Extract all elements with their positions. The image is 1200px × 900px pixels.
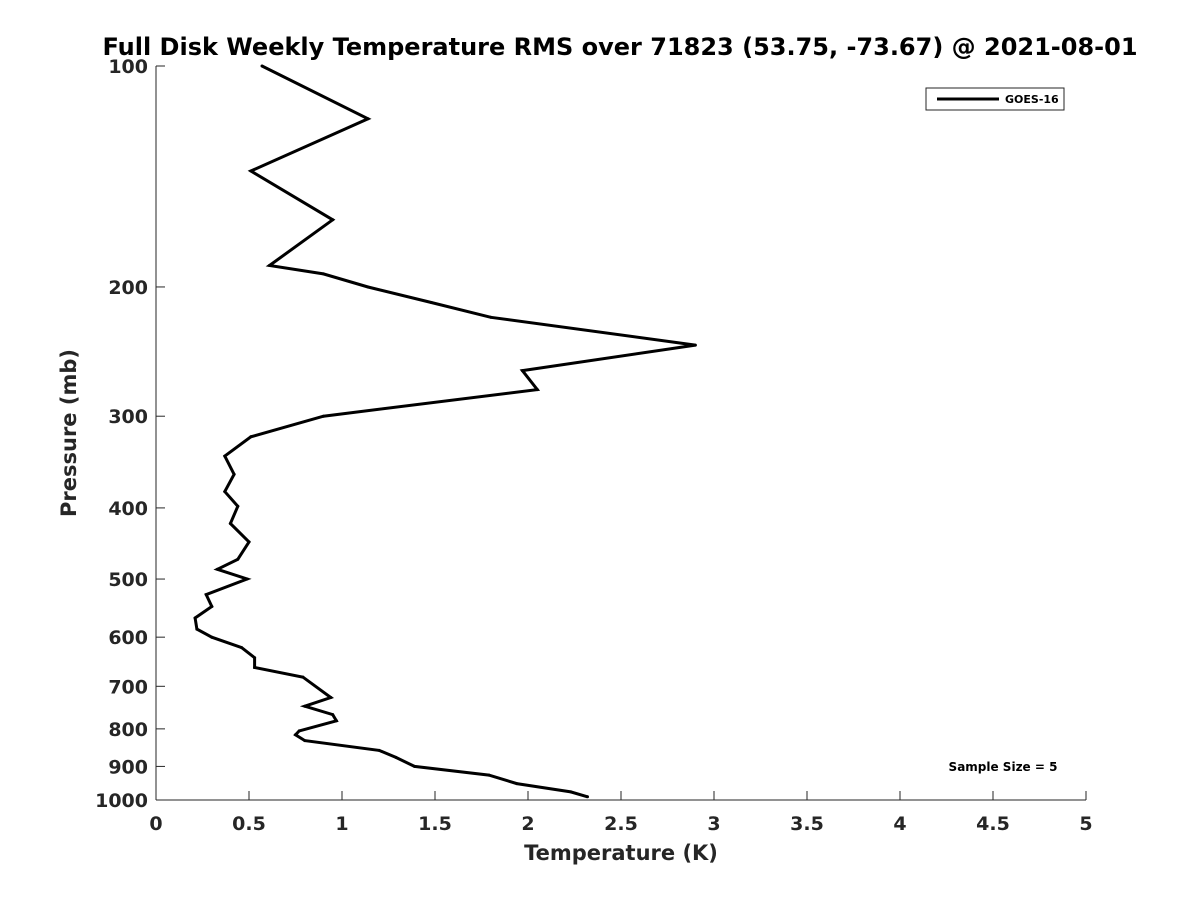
data-point <box>247 540 251 544</box>
y-tick-label: 600 <box>108 627 148 649</box>
y-tick-label: 1000 <box>95 790 148 812</box>
data-point <box>301 675 305 679</box>
data-point <box>303 739 307 743</box>
x-tick-label: 1.5 <box>418 813 452 835</box>
data-point <box>223 490 227 494</box>
data-point <box>334 719 338 723</box>
data-point <box>331 218 335 222</box>
data-point <box>210 605 214 608</box>
data-point <box>228 522 232 525</box>
data-point <box>297 729 301 733</box>
y-tick-label: 400 <box>108 498 148 520</box>
series-line-goes-16 <box>193 64 696 799</box>
x-tick-label: 2.5 <box>604 813 638 835</box>
x-tick-label: 5 <box>1079 813 1092 835</box>
x-tick-label: 1 <box>335 813 348 835</box>
x-tick-label: 3 <box>707 813 720 835</box>
y-axis-label: Pressure (mb) <box>57 349 81 517</box>
y-tick-label: 700 <box>108 676 148 698</box>
data-point <box>193 616 197 620</box>
data-point <box>236 504 240 508</box>
data-point <box>394 755 398 759</box>
data-point <box>215 567 219 571</box>
data-point <box>515 782 519 786</box>
y-tick-label: 200 <box>108 277 148 299</box>
y-tick-label: 900 <box>108 756 148 778</box>
data-point <box>377 748 381 752</box>
legend: GOES-16 <box>925 87 1065 111</box>
data-point <box>303 704 307 708</box>
data-point <box>520 369 524 373</box>
data-point <box>329 696 333 699</box>
data-point <box>294 733 297 737</box>
data-point <box>232 472 236 476</box>
data-point <box>487 773 491 777</box>
data-point <box>586 795 589 799</box>
data-point <box>413 764 416 768</box>
data-point <box>321 272 325 276</box>
data-point <box>569 790 573 794</box>
x-tick-label: 4 <box>893 813 906 835</box>
data-point <box>331 713 335 717</box>
y-axis-ticks: 100 200 300 400 500 600 700 800 900 1000 <box>95 56 165 812</box>
sample-size-annotation: Sample Size = 5 <box>949 760 1058 774</box>
data-point <box>210 635 214 639</box>
data-point <box>253 656 257 660</box>
data-point <box>260 64 264 68</box>
data-point <box>268 264 271 267</box>
data-point <box>240 646 244 650</box>
y-tick-label: 300 <box>108 406 148 428</box>
data-point <box>366 117 370 121</box>
legend-label-goes-16: GOES-16 <box>1005 93 1059 106</box>
series-points <box>193 64 697 799</box>
data-point <box>249 169 253 173</box>
data-point <box>366 285 370 289</box>
data-point <box>253 666 257 669</box>
y-tick-label: 800 <box>108 719 148 741</box>
plot-area <box>155 66 1086 801</box>
x-tick-label: 4.5 <box>976 813 1010 835</box>
data-point <box>249 435 253 439</box>
data-point <box>535 388 539 392</box>
data-point <box>321 414 325 418</box>
data-point <box>489 315 493 319</box>
x-axis-label: Temperature (K) <box>524 841 718 865</box>
data-point <box>693 343 697 347</box>
x-tick-label: 0.5 <box>232 813 266 835</box>
x-tick-label: 2 <box>521 813 534 835</box>
data-point <box>195 627 199 631</box>
data-point <box>236 557 240 561</box>
x-tick-label: 3.5 <box>790 813 824 835</box>
y-tick-label: 100 <box>108 56 148 78</box>
data-point <box>204 593 208 597</box>
chart-title: Full Disk Weekly Temperature RMS over 71… <box>102 33 1137 61</box>
x-tick-label: 0 <box>149 813 162 835</box>
data-point <box>245 577 249 581</box>
x-axis-ticks: 0 0.5 1 1.5 2 2.5 3 3.5 4 4.5 5 <box>149 791 1093 835</box>
data-point <box>429 301 433 304</box>
y-tick-label: 500 <box>108 569 148 591</box>
data-point <box>223 454 227 458</box>
